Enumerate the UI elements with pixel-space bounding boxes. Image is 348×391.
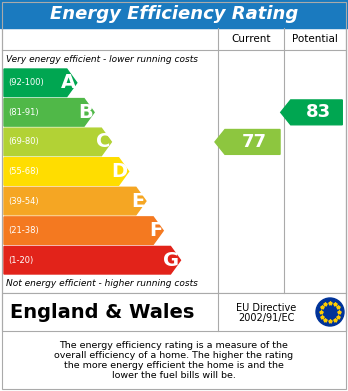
Text: Very energy efficient - lower running costs: Very energy efficient - lower running co… (6, 54, 198, 63)
Text: F: F (149, 221, 162, 240)
Text: overall efficiency of a home. The higher the rating: overall efficiency of a home. The higher… (54, 352, 294, 361)
Polygon shape (215, 129, 280, 154)
Bar (2, 28, 346, 293)
Polygon shape (4, 128, 111, 156)
Text: Energy Efficiency Rating: Energy Efficiency Rating (50, 5, 298, 23)
Text: 2002/91/EC: 2002/91/EC (238, 313, 294, 323)
Bar (2, 293, 346, 331)
Text: the more energy efficient the home is and the: the more energy efficient the home is an… (64, 362, 284, 371)
Text: Potential: Potential (292, 34, 338, 44)
Text: Not energy efficient - higher running costs: Not energy efficient - higher running co… (6, 280, 198, 289)
Polygon shape (281, 100, 342, 125)
Text: Current: Current (231, 34, 271, 44)
Polygon shape (4, 99, 94, 126)
Polygon shape (4, 69, 77, 97)
Text: (1-20): (1-20) (8, 256, 33, 265)
Text: 77: 77 (242, 133, 267, 151)
Text: England & Wales: England & Wales (10, 303, 195, 321)
Text: (21-38): (21-38) (8, 226, 39, 235)
Text: C: C (96, 133, 110, 151)
Text: The energy efficiency rating is a measure of the: The energy efficiency rating is a measur… (60, 341, 288, 350)
Polygon shape (4, 158, 129, 185)
Polygon shape (4, 246, 181, 274)
Polygon shape (4, 187, 146, 215)
Text: lower the fuel bills will be.: lower the fuel bills will be. (112, 371, 236, 380)
Text: G: G (163, 251, 180, 270)
Polygon shape (4, 217, 163, 244)
Text: (39-54): (39-54) (8, 197, 39, 206)
Text: EU Directive: EU Directive (236, 303, 296, 313)
Text: (55-68): (55-68) (8, 167, 39, 176)
Text: (92-100): (92-100) (8, 78, 44, 87)
Text: (81-91): (81-91) (8, 108, 39, 117)
Text: E: E (132, 192, 145, 211)
Text: 83: 83 (306, 103, 331, 121)
Text: B: B (78, 103, 93, 122)
Text: D: D (111, 162, 128, 181)
Circle shape (316, 298, 344, 326)
Text: A: A (61, 73, 76, 92)
Bar (0, 0, 348, 28)
Text: (69-80): (69-80) (8, 137, 39, 146)
